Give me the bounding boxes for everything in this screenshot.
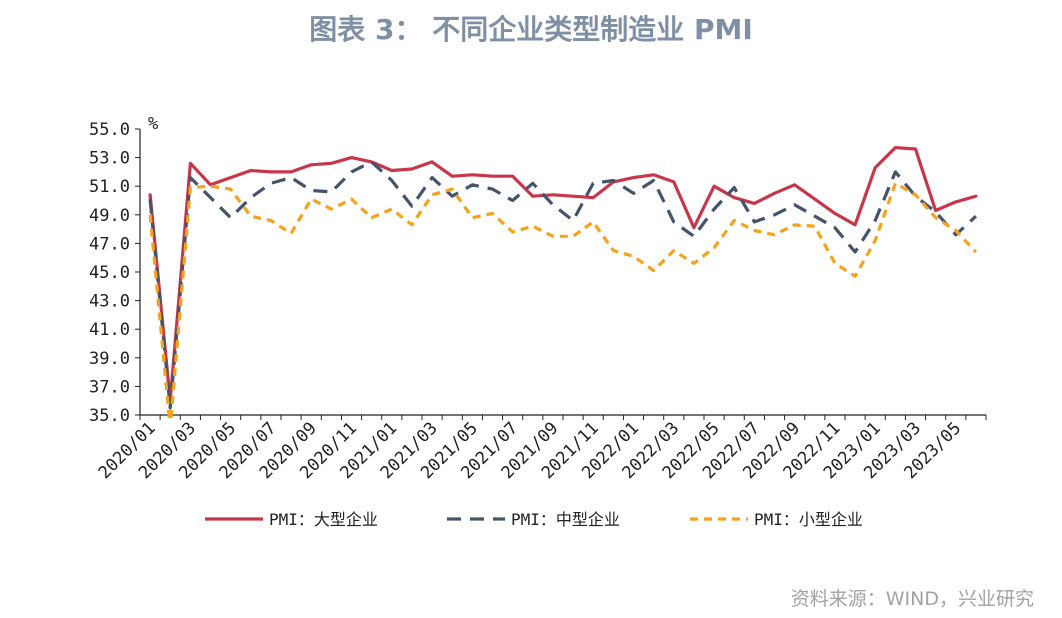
legend-label-small: PMI：小型企业 — [754, 510, 863, 529]
chart-axes: 35.0 37.0 39.0 41.0 43.0 45.0 47.0 49.0 51.0 53.0… — [89, 114, 987, 483]
y-tick-label: 55.0 — [89, 120, 130, 140]
y-tick-label: 53.0 — [89, 149, 130, 169]
y-tick-label: 39.0 — [89, 349, 130, 369]
legend-label-large: PMI：大型企业 — [269, 510, 378, 529]
series-line-small — [148, 181, 978, 420]
legend-label-medium: PMI：中型企业 — [511, 510, 620, 529]
y-tick-label: 51.0 — [89, 177, 130, 197]
chart-legend: PMI：大型企业 PMI：中型企业 PMI：小型企业 — [205, 510, 863, 529]
series-line-medium — [148, 160, 977, 410]
y-tick-label: 47.0 — [89, 234, 130, 254]
y-tick-label: 41.0 — [89, 320, 130, 340]
chart-title: 图表 3： 不同企业类型制造业 PMI — [309, 13, 753, 46]
y-tick-label: 43.0 — [89, 292, 130, 312]
y-tick-label: 37.0 — [89, 377, 130, 397]
source-note: 资料来源：WIND，兴业研究 — [790, 588, 1034, 610]
series-line-large — [148, 146, 978, 403]
y-unit-label: % — [148, 114, 158, 134]
y-tick-label: 49.0 — [89, 206, 130, 226]
y-tick-label: 45.0 — [89, 263, 130, 283]
series-layer — [148, 146, 978, 420]
y-tick-label: 35.0 — [89, 406, 130, 426]
